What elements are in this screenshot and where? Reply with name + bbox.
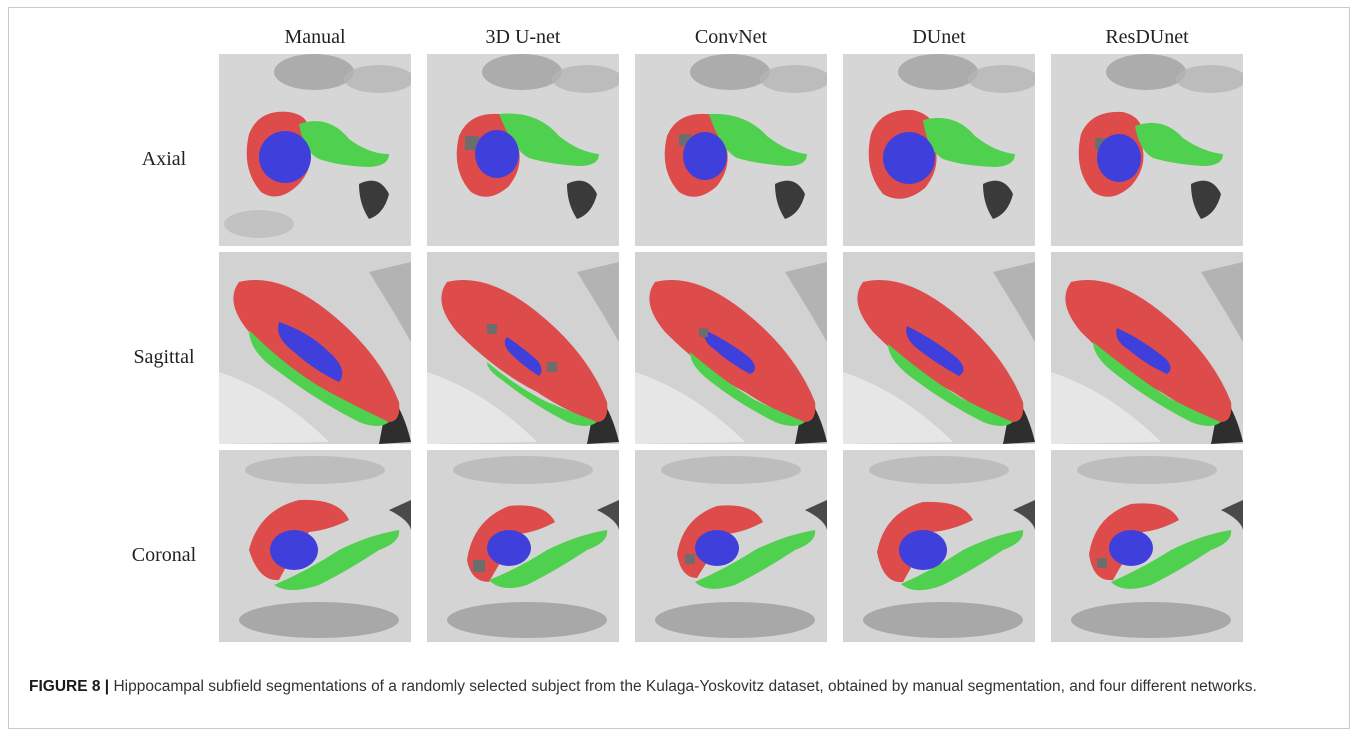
panel-axial-convnet: [635, 54, 827, 246]
panel-axial-dunet: [843, 54, 1035, 246]
figure-caption-text: Hippocampal subfield segmentations of a …: [109, 678, 1257, 695]
panel-sagittal-3d-unet: [427, 252, 619, 444]
panel-sagittal-manual: [219, 252, 411, 444]
column-header-dunet: DUnet: [912, 26, 966, 48]
panel-coronal-convnet: [635, 450, 827, 642]
row-header-axial: Axial: [141, 148, 187, 170]
panel-coronal-resdunet: [1051, 450, 1243, 642]
panel-sagittal-convnet: [635, 252, 827, 444]
panel-axial-3d-unet: [427, 54, 619, 246]
row-header-sagittal: Sagittal: [133, 346, 195, 368]
column-header-convnet: ConvNet: [694, 26, 768, 48]
panel-axial-resdunet: [1051, 54, 1243, 246]
figure-caption: FIGURE 8 | Hippocampal subfield segmenta…: [29, 675, 1349, 698]
column-header-3d-unet: 3D U-net: [485, 26, 561, 48]
panel-sagittal-resdunet: [1051, 252, 1243, 444]
row-header-coronal: Coronal: [131, 544, 197, 566]
figure-caption-label: FIGURE 8 |: [29, 678, 110, 695]
panel-coronal-dunet: [843, 450, 1035, 642]
figure-frame: Manual 3D U-net ConvNet DUnet ResDUnet A…: [8, 7, 1350, 729]
panel-sagittal-dunet: [843, 252, 1035, 444]
column-header-manual: Manual: [284, 26, 346, 48]
panel-coronal-manual: [219, 450, 411, 642]
column-header-resdunet: ResDUnet: [1105, 26, 1189, 48]
panel-axial-manual: [219, 54, 411, 246]
panel-coronal-3d-unet: [427, 450, 619, 642]
